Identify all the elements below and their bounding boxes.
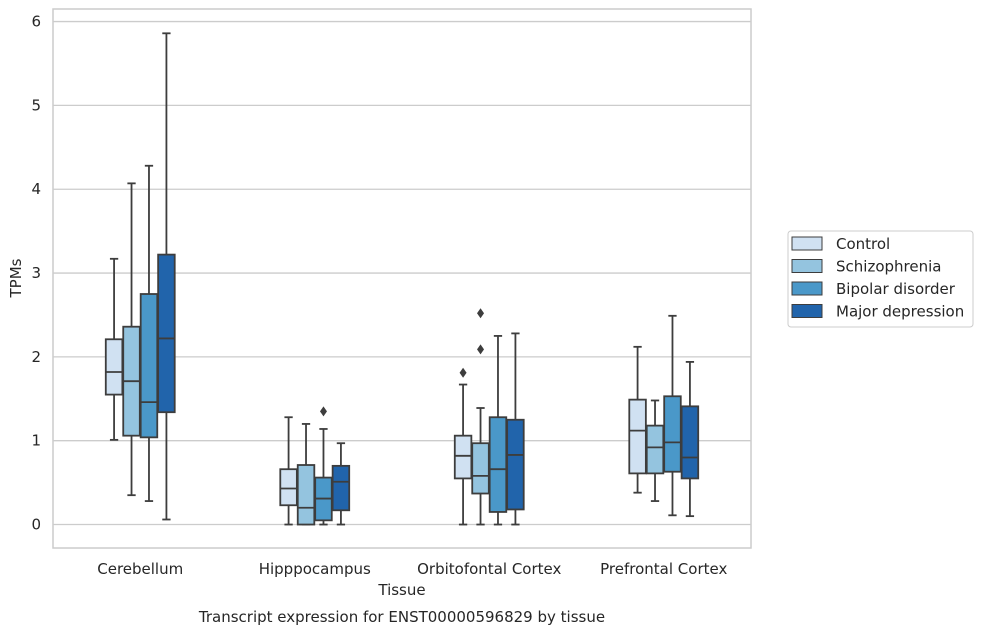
y-tick-labels: 0 1 2 3 4 5 6 [31, 13, 41, 534]
box-iqr [453, 434, 473, 480]
y-tick-label: 5 [31, 96, 41, 114]
box-iqr [139, 293, 159, 439]
box-iqr [488, 416, 508, 513]
box-0-3 [157, 32, 176, 521]
box-1-0 [279, 416, 298, 526]
legend-swatch [791, 281, 823, 296]
legend-label: Major depression [836, 303, 964, 321]
plot-frame [52, 8, 752, 549]
box-iqr [279, 468, 298, 507]
y-tick-label: 1 [31, 432, 41, 450]
y-tick-label: 3 [31, 264, 41, 282]
legend: Control Schizophrenia Bipolar disorder Majo… [787, 230, 974, 328]
box-iqr [104, 338, 124, 396]
chart-caption: Transcript expression for ENST0000059682… [198, 608, 605, 626]
legend-label: Control [836, 235, 890, 253]
x-tick-label: Hipppocampus [259, 560, 371, 578]
legend-swatch [791, 304, 823, 318]
x-tick-label: Cerebellum [97, 560, 183, 578]
box-0-0 [104, 257, 124, 441]
y-axis-label: TPMs [7, 258, 25, 298]
box-1-1 [296, 423, 316, 526]
x-tick-labels: Cerebellum Hipppocampus Orbitofontal Corte… [97, 560, 727, 578]
y-tick-label: 2 [31, 348, 41, 366]
box-iqr [663, 395, 682, 473]
y-tick-label: 4 [31, 180, 41, 198]
box-iqr [506, 418, 525, 511]
legend-label: Schizophrenia [836, 258, 941, 276]
box-iqr [157, 253, 176, 414]
y-tick-label: 0 [31, 516, 41, 534]
box-plots [104, 32, 700, 526]
legend-label: Bipolar disorder [836, 280, 956, 298]
box-3-3 [680, 361, 700, 518]
legend-frame [787, 230, 974, 328]
x-tick-label: Prefrontal Cortex [600, 560, 727, 578]
outlier-point [477, 344, 485, 355]
box-2-2 [488, 335, 508, 526]
box-iqr [645, 424, 665, 475]
legend-swatch [791, 236, 823, 251]
box-1-3 [331, 442, 351, 526]
x-axis-label: Tissue [377, 581, 425, 599]
outlier-point [319, 406, 327, 417]
box-iqr [628, 398, 647, 475]
y-tick-label: 6 [31, 13, 41, 31]
legend-swatch [791, 259, 823, 273]
outlier-point [477, 308, 485, 319]
box-iqr [471, 442, 490, 495]
outlier-point [459, 367, 467, 378]
box-3-0 [628, 345, 647, 494]
box-2-0 [453, 367, 473, 526]
box-iqr [680, 405, 700, 480]
box-2-3 [506, 332, 525, 526]
box-iqr [331, 464, 351, 512]
x-tick-label: Orbitofontal Cortex [417, 560, 561, 578]
box-iqr [296, 464, 316, 526]
